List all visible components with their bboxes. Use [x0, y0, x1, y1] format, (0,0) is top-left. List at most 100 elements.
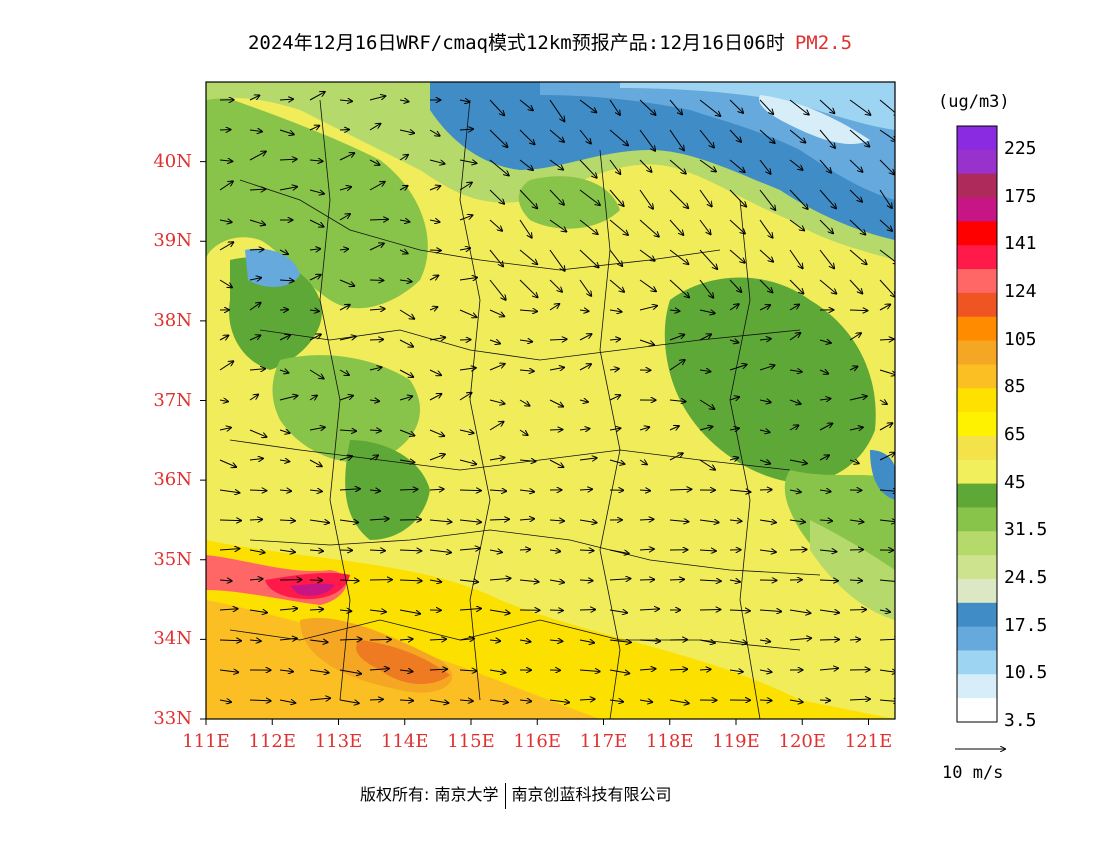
wind-arrow	[609, 369, 619, 370]
wind-arrow	[579, 334, 592, 341]
copyright-org2: 南京创蓝科技有限公司	[511, 785, 672, 804]
wind-arrow	[519, 640, 530, 642]
wind-arrow	[489, 670, 505, 673]
wind-arrow	[579, 550, 594, 551]
wind-arrow	[579, 400, 588, 402]
wind-arrow	[879, 339, 894, 340]
wind-arrow	[879, 99, 895, 116]
wind-arrow	[249, 130, 262, 132]
wind-arrow	[309, 550, 323, 551]
wind-arrow	[519, 310, 537, 311]
wind-arrow	[399, 339, 413, 347]
wind-arrow	[699, 427, 712, 430]
wind-arrow	[759, 700, 772, 701]
wind-arrow	[369, 400, 379, 401]
wind-arrow	[309, 520, 329, 523]
wind-arrow	[639, 700, 652, 702]
wind-arrow	[699, 459, 715, 470]
wind-arrow	[489, 99, 504, 115]
wind-arrow	[399, 250, 408, 253]
wind-arrow	[489, 189, 504, 204]
wind-arrow	[219, 160, 232, 161]
wind-arrow	[669, 520, 688, 522]
wind-arrow	[339, 214, 350, 221]
wind-arrow	[339, 130, 349, 131]
wind-arrow	[729, 99, 743, 113]
wind-arrow	[849, 249, 867, 264]
wind-arrow	[309, 490, 322, 491]
wind-arrow	[879, 610, 890, 612]
wind-arrow	[489, 249, 503, 266]
wind-arrow	[699, 159, 716, 172]
wind-arrow	[759, 279, 772, 292]
wind-arrow	[399, 396, 412, 400]
wind-arrow	[489, 159, 509, 176]
colorbar-label: 225	[1004, 137, 1037, 159]
wind-arrow	[399, 220, 409, 222]
wind-arrow	[459, 548, 480, 550]
wind-arrow	[249, 249, 264, 250]
wind-arrow	[639, 279, 656, 291]
wind-arrow	[609, 279, 624, 292]
wind-arrow	[459, 490, 481, 491]
wind-arrow	[729, 520, 742, 521]
wind-arrow	[549, 219, 566, 232]
colorbar-swatch	[957, 459, 997, 485]
wind-arrow	[549, 610, 563, 611]
wind-arrow	[369, 610, 386, 612]
wind-arrow	[879, 490, 895, 491]
wind-arrow	[429, 369, 441, 375]
wind-arrow	[369, 339, 383, 340]
latitude-label: 40N	[153, 150, 192, 172]
wind-arrow	[459, 215, 472, 221]
wind-arrow	[639, 427, 649, 430]
wind-arrow	[249, 700, 271, 701]
colorbar-swatch	[957, 507, 997, 532]
wind-arrow	[789, 129, 805, 143]
wind-arrow	[669, 579, 684, 580]
colorbar-label: 124	[1004, 280, 1037, 302]
colorbar-swatch	[957, 626, 997, 651]
wind-arrow	[609, 640, 631, 642]
wind-arrow	[549, 339, 567, 340]
wind-arrow	[789, 249, 803, 268]
wind-arrow	[339, 336, 356, 341]
wind-arrow	[219, 428, 231, 430]
wind-arrow	[549, 459, 563, 467]
wind-arrow	[369, 309, 385, 310]
wind-arrow	[309, 310, 319, 311]
wind-arrow	[759, 99, 773, 114]
wind-arrow	[639, 129, 655, 151]
wind-arrow	[879, 159, 894, 174]
admin-boundaries	[229, 99, 821, 719]
wind-arrow	[699, 610, 720, 611]
wind-arrow	[879, 219, 892, 231]
wind-arrow	[579, 129, 591, 144]
chart-title: 2024年12月16日WRF/cmaq模式12km预报产品:12月16日06时 P…	[0, 28, 1100, 55]
wind-arrow	[309, 275, 321, 281]
wind-arrow	[519, 519, 534, 520]
wind-arrow	[699, 219, 711, 234]
wind-arrow	[819, 219, 833, 233]
colorbar-swatch	[957, 292, 997, 318]
wind-arrow	[459, 278, 477, 281]
colorbar-swatch	[957, 149, 997, 175]
wind-arrow	[219, 549, 239, 550]
wind-arrow	[759, 219, 773, 238]
wind-arrow	[729, 129, 741, 142]
wind-arrow	[489, 640, 500, 641]
wind-arrow	[459, 309, 477, 317]
wind-arrow	[369, 243, 384, 251]
wind-arrow	[459, 670, 477, 671]
wind-arrow	[729, 397, 739, 400]
wind-arrow	[399, 489, 417, 490]
wind-arrow	[699, 550, 716, 551]
wind-arrow	[459, 520, 481, 522]
wind-arrow	[639, 339, 654, 345]
wind-arrow	[339, 279, 354, 286]
wind-arrow	[429, 639, 446, 640]
wind-arrow	[459, 160, 476, 163]
wind-arrow	[879, 423, 892, 431]
wind-arrow	[549, 159, 563, 170]
wind-arrow	[759, 339, 771, 340]
